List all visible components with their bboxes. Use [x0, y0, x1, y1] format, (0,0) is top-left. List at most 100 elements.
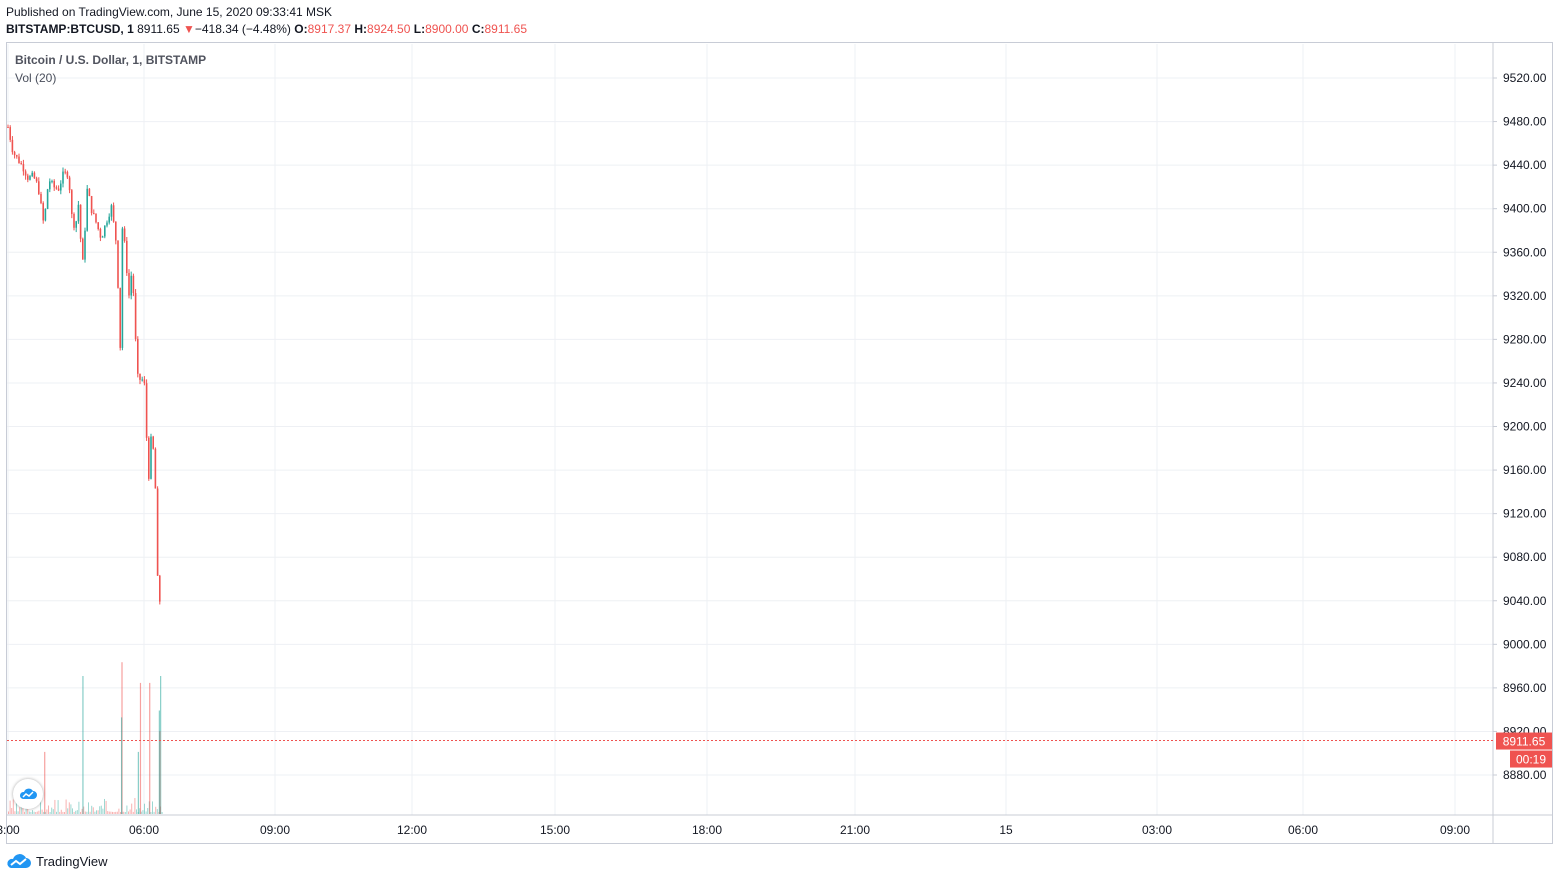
x-tick-label: 3:00 [0, 823, 20, 837]
x-tick-label: 21:00 [840, 823, 870, 837]
candle-body [143, 379, 146, 384]
cloud-icon [19, 788, 37, 799]
candle-body [134, 293, 137, 339]
y-tick-label: 9120.00 [1503, 507, 1547, 521]
volume-bar [134, 798, 136, 814]
volume-spike [158, 710, 160, 814]
candle-body [115, 221, 117, 241]
volume-bar [51, 807, 53, 814]
volume-bar [108, 811, 110, 814]
volume-bar [16, 799, 17, 814]
y-tick-label: 8960.00 [1503, 681, 1547, 695]
candle-body [20, 163, 22, 165]
volume-bar [153, 811, 155, 814]
y-tick-label: 9080.00 [1503, 550, 1547, 564]
candle-body [123, 228, 126, 241]
candle-body [119, 287, 121, 348]
candle-body [31, 172, 33, 177]
last-price-value: 8911.65 [137, 22, 180, 36]
volume-bar [116, 811, 118, 814]
volume-bar [41, 809, 43, 814]
candle-body [112, 205, 115, 222]
countdown-tag-label: 00:19 [1516, 753, 1546, 767]
volume-bar [102, 808, 104, 814]
volume-bar [9, 800, 11, 814]
down-arrow-icon: ▼ [182, 22, 195, 36]
candle-body [137, 338, 139, 374]
candle-body [44, 208, 47, 221]
volume-bar [139, 808, 141, 814]
candle-body [64, 171, 66, 173]
candle-body [141, 379, 143, 381]
candle-body [29, 176, 31, 180]
x-tick-label: 06:00 [1288, 823, 1318, 837]
volume-bar [123, 811, 125, 814]
candle-body [159, 575, 161, 602]
volume-spike [160, 676, 162, 814]
volume-bar [84, 811, 86, 814]
volume-bar [78, 801, 80, 814]
x-tick-label: 03:00 [1142, 823, 1172, 837]
volume-bar [59, 811, 61, 814]
candle-body [104, 225, 106, 237]
candle-body [117, 240, 119, 288]
volume-bar [52, 809, 54, 814]
candle-body [51, 181, 53, 183]
volume-spike [139, 682, 142, 814]
candle-body [86, 188, 88, 231]
volume-bar [142, 810, 144, 814]
candle-body [35, 178, 38, 182]
candle-body [53, 181, 55, 188]
low-value: 8900.00 [425, 22, 469, 36]
volume-bar [105, 800, 107, 814]
volume-spike [44, 751, 46, 814]
volume-spike [82, 676, 84, 814]
candle-body [71, 190, 73, 214]
volume-bar [27, 804, 29, 814]
published-line: Published on TradingView.com, June 15, 2… [6, 5, 332, 19]
chart-frame[interactable] [6, 42, 1553, 844]
volume-bar [65, 799, 67, 814]
candle-body [145, 383, 148, 438]
volume-bar [126, 805, 128, 814]
volume-bar [107, 811, 109, 814]
change-value: −418.34 (−4.48%) [194, 22, 291, 36]
volume-bar [12, 799, 14, 814]
volume-bar [99, 806, 101, 814]
volume-bar [124, 812, 126, 814]
candle-body [88, 188, 91, 197]
volume-legend: Vol (20) [15, 71, 57, 85]
volume-bar [35, 811, 37, 814]
volume-bar [43, 811, 45, 814]
volume-bar [131, 803, 133, 814]
volume-bar [30, 811, 32, 814]
footer-brand[interactable]: TradingView [6, 853, 108, 869]
tradingview-badge-icon[interactable] [13, 779, 43, 809]
volume-bar [88, 802, 89, 814]
low-label: L: [413, 22, 426, 36]
y-tick-label: 9240.00 [1503, 376, 1547, 390]
volume-bar [22, 802, 24, 814]
close-label: C: [471, 22, 485, 36]
volume-bar [14, 811, 16, 814]
candle-body [22, 163, 25, 172]
candle-body [75, 221, 77, 228]
y-tick-label: 9440.00 [1503, 158, 1547, 172]
volume-bar [104, 798, 105, 814]
candle-body [95, 213, 97, 223]
volume-bar [97, 810, 99, 814]
high-value: 8924.50 [367, 22, 411, 36]
volume-bar [86, 811, 88, 814]
volume-bar [46, 809, 48, 814]
candle-body [66, 171, 69, 178]
volume-bar [92, 807, 94, 814]
volume-bar [17, 811, 19, 814]
footer-brand-label: TradingView [36, 853, 108, 869]
volume-bar [67, 808, 69, 814]
x-tick-label: 15:00 [540, 823, 570, 837]
volume-bar [72, 808, 73, 814]
candle-body [126, 240, 128, 274]
last-price-tag-label: 8911.65 [1503, 735, 1546, 749]
candle-body [130, 275, 132, 296]
